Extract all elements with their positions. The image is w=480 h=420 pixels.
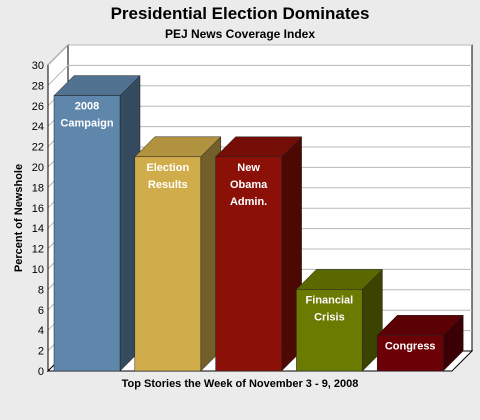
x-axis-label: Top Stories the Week of November 3 - 9, … [121,378,359,390]
bar [296,289,363,372]
y-tick-label: 16 [32,203,44,215]
gridline [47,64,472,86]
y-tick-label: 30 [32,60,44,72]
bar [53,95,121,372]
bar-label: Results [148,179,188,191]
y-tick-label: 6 [38,305,44,317]
bar-label: Financial [306,294,354,306]
y-tick-label: 18 [32,182,44,194]
bar [134,156,202,372]
y-tick-label: 8 [38,284,44,296]
y-tick-label: 4 [38,325,44,337]
bar-label: New [237,162,260,174]
y-tick-label: 12 [32,244,44,256]
y-tick-label: 2 [38,346,44,358]
y-tick-label: 24 [32,121,44,133]
y-tick-label: 22 [32,142,44,154]
bar [376,335,444,372]
bar-label: Obama [230,179,268,191]
y-tick-label: 14 [32,223,44,235]
chart-subtitle: PEJ News Coverage Index [164,27,316,41]
bar-label: Congress [385,340,436,352]
bar [215,156,282,372]
y-tick-label: 0 [38,366,44,378]
bar-label: Admin. [230,196,267,208]
y-tick-label: 26 [32,101,44,113]
bar-label: Election [146,162,189,174]
bar-label: 2008 [75,101,99,113]
bar-label: Crisis [314,311,345,323]
chart-title: Presidential Election Dominates [110,4,370,23]
gridline [47,44,472,66]
y-tick-label: 20 [32,162,44,174]
bar-label: Campaign [60,118,113,130]
y-tick-label: 10 [32,264,44,276]
y-tick-label: 28 [32,80,44,92]
